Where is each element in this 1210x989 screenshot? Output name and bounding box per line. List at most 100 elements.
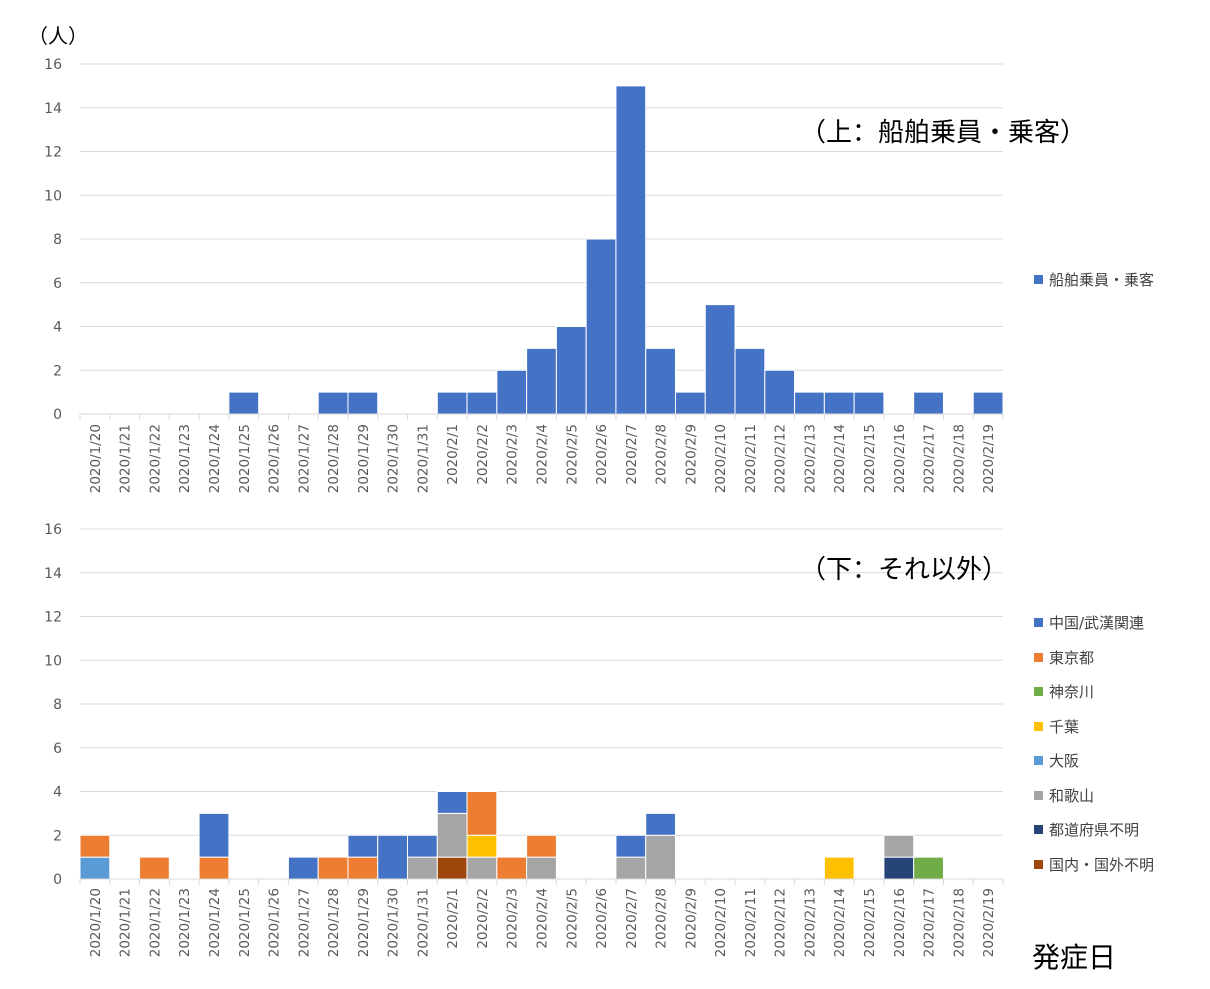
x-tick-label: 2020/1/26 <box>267 424 283 493</box>
bar-segment <box>347 834 379 858</box>
x-tick-label: 2020/1/31 <box>415 888 431 957</box>
bar-segment <box>823 856 855 880</box>
legend-swatch <box>1034 652 1043 662</box>
legend-swatch <box>1034 825 1043 834</box>
y-tick-label: 4 <box>53 320 62 336</box>
x-tick-label: 2020/1/20 <box>88 424 104 493</box>
legend-label: 国内・国外不明 <box>1049 855 1155 874</box>
x-tick-label: 2020/1/20 <box>88 888 104 957</box>
x-tick-label: 2020/1/22 <box>147 424 163 493</box>
bar-segment <box>645 834 676 880</box>
bar-segment <box>496 856 528 880</box>
x-tick-label: 2020/2/3 <box>505 888 521 949</box>
bar-segment <box>347 391 379 415</box>
bar-segment <box>645 347 676 415</box>
bar-segment <box>526 834 557 858</box>
y-tick-label: 2 <box>53 363 62 379</box>
x-tick-label: 2020/2/5 <box>564 888 580 949</box>
top-chart-annotation: （上：船舶乗員・乗客） <box>800 118 1087 148</box>
bar-segment <box>317 391 349 415</box>
x-tick-label: 2020/1/25 <box>237 888 253 957</box>
y-tick-label: 4 <box>53 785 62 801</box>
x-tick-label: 2020/2/14 <box>832 888 848 957</box>
x-tick-label: 2020/2/5 <box>564 424 580 485</box>
bar-segment <box>823 391 855 415</box>
bar-segment <box>436 812 468 858</box>
x-tick-label: 2020/2/13 <box>802 888 818 957</box>
x-tick-label: 2020/1/28 <box>326 888 342 957</box>
y-tick-label: 10 <box>44 653 62 669</box>
legend-label: 大阪 <box>1049 752 1080 770</box>
x-tick-label: 2020/2/11 <box>743 424 759 493</box>
x-tick-label: 2020/2/19 <box>981 424 997 493</box>
x-tick-label: 2020/2/7 <box>624 888 640 949</box>
x-tick-label: 2020/2/10 <box>713 424 729 493</box>
x-tick-label: 2020/1/28 <box>326 424 342 493</box>
legend-item: 神奈川 <box>1034 681 1094 702</box>
bar-segment <box>377 834 409 880</box>
legend-swatch <box>1034 687 1043 696</box>
x-tick-label: 2020/1/23 <box>177 888 193 957</box>
y-unit-label: （人） <box>28 24 88 48</box>
x-tick-label: 2020/2/13 <box>802 424 818 493</box>
x-tick-label: 2020/1/24 <box>207 888 223 957</box>
legend-swatch <box>1034 618 1043 627</box>
y-tick-label: 0 <box>53 872 62 888</box>
bar-segment <box>853 391 885 415</box>
bar-segment <box>466 391 498 415</box>
bar-segment <box>883 856 915 880</box>
x-tick-label: 2020/2/7 <box>624 424 640 485</box>
x-tick-label: 2020/2/11 <box>743 888 759 957</box>
bar-segment <box>287 856 319 880</box>
bar-segment <box>615 834 647 858</box>
y-tick-label: 6 <box>53 276 62 292</box>
x-tick-label: 2020/2/3 <box>505 424 521 485</box>
legend-item: 大阪 <box>1034 750 1079 771</box>
x-tick-label: 2020/2/1 <box>445 888 461 949</box>
bar-segment <box>972 391 1004 415</box>
bar-segment <box>347 856 379 880</box>
bar-segment <box>883 834 915 858</box>
bar-segment <box>794 391 825 415</box>
x-tick-label: 2020/2/10 <box>713 888 729 957</box>
bar-segment <box>674 391 706 415</box>
legend-swatch <box>1034 275 1043 284</box>
x-tick-label: 2020/2/9 <box>683 424 699 485</box>
legend-label: 和歌山 <box>1049 786 1095 805</box>
bar-segment <box>198 812 230 858</box>
x-tick-label: 2020/2/15 <box>862 424 878 493</box>
x-tick-label: 2020/2/12 <box>773 888 789 957</box>
x-tick-label: 2020/2/9 <box>683 888 699 949</box>
bar-segment <box>79 856 111 880</box>
y-tick-label: 14 <box>44 566 62 582</box>
bar-segment <box>585 238 617 415</box>
bar-segment <box>198 856 230 880</box>
x-tick-label: 2020/2/19 <box>981 888 997 957</box>
x-tick-label: 2020/2/16 <box>892 888 908 957</box>
legend-swatch <box>1034 790 1043 800</box>
y-tick-label: 12 <box>44 145 62 161</box>
bar-segment <box>79 834 111 858</box>
x-tick-label: 2020/2/8 <box>654 888 670 949</box>
y-tick-label: 6 <box>53 741 62 757</box>
x-tick-label: 2020/2/14 <box>832 424 848 493</box>
x-tick-label: 2020/2/6 <box>594 424 610 485</box>
legend-label: 都道府県不明 <box>1049 821 1140 839</box>
legend-swatch <box>1034 721 1043 731</box>
legend-swatch <box>1034 756 1043 765</box>
bar-segment <box>466 791 498 836</box>
y-tick-label: 8 <box>53 697 62 713</box>
legend-label: 東京都 <box>1049 648 1095 667</box>
y-tick-label: 8 <box>53 232 62 248</box>
legend-item: 国内・国外不明 <box>1034 854 1154 875</box>
x-tick-label: 2020/1/31 <box>415 424 431 493</box>
y-tick-label: 16 <box>44 57 62 73</box>
x-tick-label: 2020/2/17 <box>922 424 938 493</box>
x-tick-label: 2020/2/16 <box>892 424 908 493</box>
bar-segment <box>407 834 438 858</box>
x-tick-label: 2020/2/4 <box>535 888 551 949</box>
legend-swatch <box>1034 859 1043 869</box>
legend-item: 千葉 <box>1034 716 1079 737</box>
y-tick-label: 2 <box>53 828 62 844</box>
